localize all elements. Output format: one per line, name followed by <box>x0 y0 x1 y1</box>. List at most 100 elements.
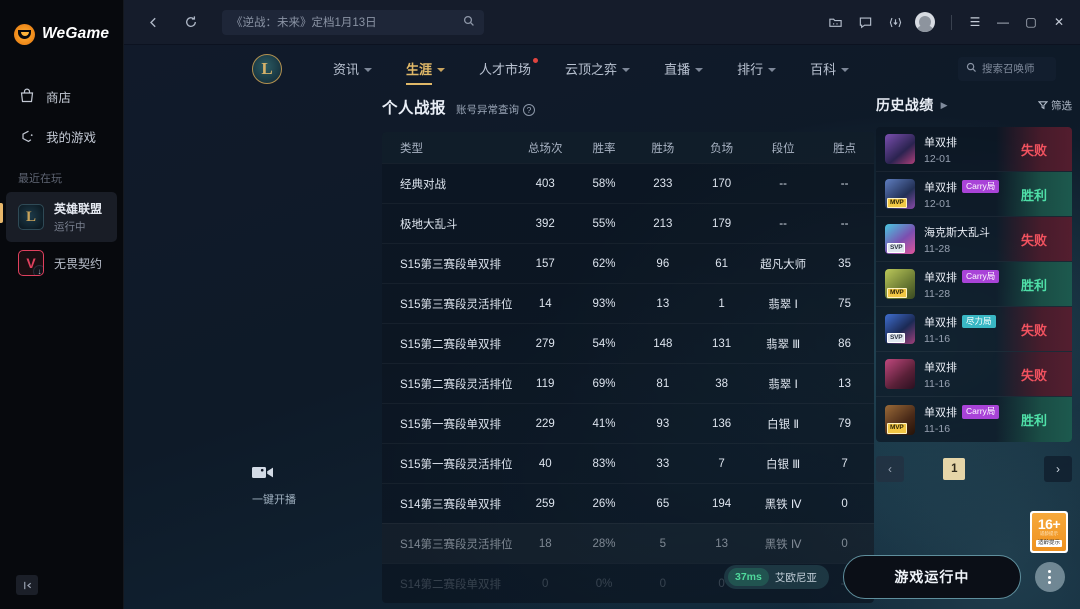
app-menu-button[interactable]: ☰ <box>969 15 981 29</box>
tab-news[interactable]: 资讯 <box>316 49 389 89</box>
sidebar-game-lol[interactable]: L 英雄联盟 运行中 <box>0 192 117 242</box>
table-row[interactable]: S15第一赛段单双排 229 41% 93 136 白银 Ⅱ 79 <box>382 403 874 443</box>
match-row[interactable]: MVP 单双排 Carry局 11-16 胜利 <box>876 397 1072 442</box>
match-meta: 单双排 12-01 <box>924 134 957 165</box>
chevron-down-icon <box>841 67 850 72</box>
cell-losses: 194 <box>712 497 732 510</box>
prev-page-button[interactable]: ‹ <box>876 456 904 482</box>
maximize-button[interactable]: ▢ <box>1025 15 1037 29</box>
tab-wiki[interactable]: 百科 <box>793 49 866 89</box>
tab-tft[interactable]: 云顶之弈 <box>548 49 647 89</box>
match-result: 失败 <box>996 217 1072 261</box>
tab-label: 百科 <box>810 62 837 77</box>
champion-avatar: MVP <box>885 269 915 299</box>
folder-icon[interactable] <box>821 8 849 36</box>
game-name: 无畏契约 <box>54 256 103 271</box>
avatar[interactable] <box>915 12 935 32</box>
tab-live[interactable]: 直播 <box>647 49 720 89</box>
game-running-button[interactable]: 游戏运行中 <box>842 555 1021 599</box>
match-result: 胜利 <box>996 262 1072 306</box>
refresh-button[interactable] <box>176 7 206 37</box>
match-row[interactable]: 单双排 12-01 失败 <box>876 127 1072 172</box>
match-history-panel: 历史战绩 ▶ 筛选 单双排 12-01 <box>876 96 1072 482</box>
close-button[interactable]: ✕ <box>1053 15 1065 29</box>
column-header-total: 总场次 <box>527 142 563 155</box>
ping-region: 艾欧尼亚 <box>774 571 817 584</box>
cell-total: 259 <box>535 497 555 510</box>
age-rating-inner: 16+ 适龄提示 适龄提示 <box>1032 513 1066 551</box>
cell-winrate: 55% <box>592 217 616 230</box>
cell-winrate: 0% <box>595 577 613 590</box>
cell-type: S15第一赛段单双排 <box>400 418 501 431</box>
match-meta: 单双排 11-16 <box>924 359 957 390</box>
page-number-1[interactable]: 1 <box>943 458 966 480</box>
tab-label: 资讯 <box>333 62 360 77</box>
game-name: 英雄联盟 <box>54 202 103 216</box>
table-header-row: 类型 总场次 胜率 胜场 负场 段位 胜点 <box>382 132 874 163</box>
account-anomaly-query-link[interactable]: 账号异常查询 ? <box>456 102 536 118</box>
match-row[interactable]: 单双排 11-16 失败 <box>876 352 1072 397</box>
chevron-right-icon[interactable]: ▶ <box>940 99 948 110</box>
summoner-search-input[interactable]: 搜索召唤师 <box>958 56 1056 81</box>
minimize-button[interactable]: — <box>997 15 1009 29</box>
brand-name: WeGame <box>42 25 110 42</box>
mvp-badge: MVP <box>887 197 907 208</box>
tab-ranking[interactable]: 排行 <box>720 49 793 89</box>
search-icon <box>463 15 475 30</box>
cell-wins: 13 <box>656 297 670 310</box>
cell-type: S15第三赛段灵活排位 <box>400 298 513 311</box>
cell-wins: 33 <box>656 457 670 470</box>
tab-label: 云顶之弈 <box>565 62 618 77</box>
match-row[interactable]: SVP 单双排 尽力局 11-16 失败 <box>876 307 1072 352</box>
cell-lp: 75 <box>838 297 851 310</box>
match-row[interactable]: MVP 单双排 Carry局 11-28 胜利 <box>876 262 1072 307</box>
table-row[interactable]: S14第三赛段单双排 259 26% 65 194 黑铁 Ⅳ 0 <box>382 483 874 523</box>
back-button[interactable] <box>138 7 168 37</box>
table-row[interactable]: S15第三赛段单双排 157 62% 96 61 超凡大师 35 <box>382 243 874 283</box>
match-mode: 单双排 <box>924 181 957 194</box>
next-page-button[interactable]: › <box>1043 456 1072 482</box>
champion-avatar <box>885 134 915 164</box>
titlebar-right: ☰ — ▢ ✕ <box>821 8 1080 36</box>
column-header-losses: 负场 <box>710 142 734 155</box>
cell-total: 279 <box>535 337 555 350</box>
game-meta: 英雄联盟 运行中 <box>54 200 102 234</box>
tab-career[interactable]: 生涯 <box>389 49 462 89</box>
match-row[interactable]: SVP 海克斯大乱斗 11-28 失败 <box>876 217 1072 262</box>
age-rating-tip: 适龄提示 <box>1035 539 1062 547</box>
ping-indicator[interactable]: 37ms 艾欧尼亚 <box>724 565 829 589</box>
cell-total: 40 <box>538 457 552 470</box>
table-row[interactable]: S14第三赛段灵活排位 18 28% 5 13 黑铁 Ⅳ 0 <box>382 523 874 563</box>
cell-losses: 13 <box>715 537 729 550</box>
start-stream-widget[interactable]: 一键开播 <box>252 465 348 507</box>
match-row[interactable]: MVP 单双排 Carry局 12-01 胜利 <box>876 172 1072 217</box>
cell-wins: 233 <box>653 177 673 190</box>
table-row[interactable]: S15第二赛段单双排 279 54% 148 131 翡翠 Ⅲ 86 <box>382 323 874 363</box>
filter-button[interactable]: 筛选 <box>1038 98 1072 113</box>
lol-logo-letter: L <box>261 58 273 78</box>
table-row[interactable]: 极地大乱斗 392 55% 213 179 -- -- <box>382 203 874 243</box>
sidebar-item-label: 商店 <box>46 90 72 105</box>
cell-type: S15第二赛段单双排 <box>400 338 501 351</box>
table-row[interactable]: S15第三赛段灵活排位 14 93% 13 1 翡翠 Ⅰ 75 <box>382 283 874 323</box>
sidebar-game-valorant[interactable]: V ↓ 无畏契约 <box>6 242 117 284</box>
cell-winrate: 41% <box>592 417 616 430</box>
collapse-sidebar-button[interactable] <box>16 575 38 595</box>
sidebar-item-store[interactable]: 商店 <box>0 76 123 116</box>
cell-winrate: 26% <box>592 497 616 510</box>
table-row[interactable]: 经典对战 403 58% 233 170 -- -- <box>382 163 874 203</box>
more-options-button[interactable] <box>1034 562 1065 592</box>
tab-talent-market[interactable]: 人才市场 <box>462 49 548 89</box>
question-icon[interactable]: ? <box>523 103 536 116</box>
sidebar-item-my-games[interactable]: 我的游戏 <box>0 116 123 156</box>
table-row[interactable]: S15第二赛段灵活排位 119 69% 81 38 翡翠 Ⅰ 13 <box>382 363 874 403</box>
table-row[interactable]: S15第一赛段灵活排位 40 83% 33 7 白银 Ⅲ 7 <box>382 443 874 483</box>
message-icon[interactable] <box>851 8 879 36</box>
download-icon[interactable] <box>881 8 909 36</box>
age-plus-text: + <box>1052 516 1061 532</box>
bottom-bar: 37ms 艾欧尼亚 游戏运行中 <box>124 545 1080 609</box>
global-search-input[interactable]: 《逆战：未来》定档1月13日 <box>222 9 484 35</box>
lol-logo-icon: L <box>252 53 282 84</box>
champion-avatar: SVP <box>885 224 915 254</box>
